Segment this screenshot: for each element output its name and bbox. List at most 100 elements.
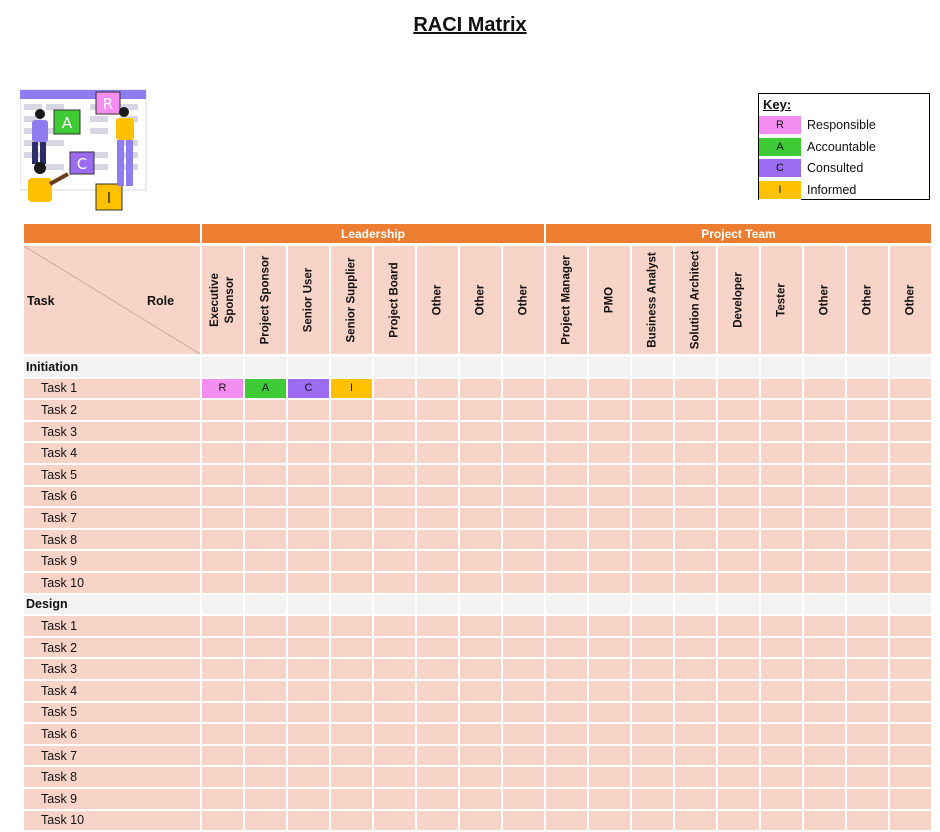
raci-cell[interactable] (804, 810, 845, 831)
raci-cell[interactable] (589, 443, 630, 463)
raci-cell[interactable] (245, 573, 286, 593)
raci-cell[interactable] (417, 486, 458, 507)
raci-cell[interactable] (331, 810, 372, 831)
raci-cell[interactable] (245, 745, 286, 766)
raci-cell[interactable] (718, 767, 759, 787)
raci-cell[interactable] (890, 529, 931, 550)
role-header-6[interactable]: Other (417, 246, 458, 354)
raci-cell[interactable] (245, 810, 286, 831)
raci-cell[interactable] (374, 637, 415, 658)
role-header-3[interactable]: Senior User (288, 246, 329, 354)
raci-cell[interactable] (718, 745, 759, 766)
raci-cell[interactable] (718, 810, 759, 831)
raci-cell[interactable] (675, 681, 716, 701)
raci-cell[interactable] (589, 378, 630, 399)
raci-cell[interactable] (503, 659, 544, 679)
raci-cell[interactable] (331, 529, 372, 550)
raci-cell[interactable] (761, 745, 802, 766)
role-header-17[interactable]: Other (890, 246, 931, 354)
raci-cell[interactable] (589, 551, 630, 571)
raci-cell[interactable] (890, 637, 931, 658)
raci-cell[interactable] (718, 378, 759, 399)
raci-cell[interactable] (417, 637, 458, 658)
raci-cell[interactable] (890, 508, 931, 528)
raci-cell[interactable] (503, 789, 544, 809)
raci-cell[interactable] (847, 616, 888, 636)
raci-cell[interactable] (503, 551, 544, 571)
raci-cell[interactable] (460, 724, 501, 744)
raci-cell[interactable] (761, 767, 802, 787)
raci-cell[interactable] (460, 529, 501, 550)
raci-cell[interactable] (331, 724, 372, 744)
raci-cell[interactable] (460, 443, 501, 463)
raci-cell[interactable] (331, 637, 372, 658)
raci-cell[interactable] (847, 486, 888, 507)
raci-cell[interactable] (245, 637, 286, 658)
raci-cell[interactable] (460, 486, 501, 507)
raci-cell[interactable] (460, 659, 501, 679)
raci-cell[interactable] (202, 486, 243, 507)
raci-cell[interactable] (890, 767, 931, 787)
raci-cell[interactable] (804, 724, 845, 744)
raci-cell[interactable] (632, 465, 673, 485)
raci-cell[interactable] (503, 767, 544, 787)
raci-cell[interactable] (675, 702, 716, 723)
raci-cell[interactable] (288, 421, 329, 442)
raci-cell[interactable] (589, 573, 630, 593)
raci-cell[interactable] (202, 529, 243, 550)
raci-cell[interactable] (503, 616, 544, 636)
raci-cell[interactable] (589, 421, 630, 442)
raci-cell[interactable] (417, 421, 458, 442)
raci-cell[interactable] (288, 637, 329, 658)
raci-cell[interactable] (374, 573, 415, 593)
raci-cell[interactable] (847, 443, 888, 463)
raci-cell[interactable] (718, 724, 759, 744)
role-header-10[interactable]: PMO (589, 246, 630, 354)
raci-cell[interactable] (890, 810, 931, 831)
raci-cell[interactable] (546, 637, 587, 658)
raci-cell[interactable] (847, 378, 888, 399)
raci-cell[interactable] (546, 400, 587, 420)
raci-cell[interactable] (675, 724, 716, 744)
raci-cell[interactable] (718, 443, 759, 463)
raci-cell[interactable] (288, 529, 329, 550)
raci-cell[interactable] (632, 400, 673, 420)
raci-cell[interactable] (589, 810, 630, 831)
raci-cell[interactable] (460, 573, 501, 593)
raci-cell[interactable] (847, 637, 888, 658)
raci-cell[interactable] (890, 443, 931, 463)
raci-cell[interactable] (245, 551, 286, 571)
raci-cell[interactable] (417, 551, 458, 571)
raci-cell[interactable] (503, 637, 544, 658)
raci-cell[interactable] (288, 443, 329, 463)
raci-cell[interactable] (331, 681, 372, 701)
raci-cell[interactable] (589, 486, 630, 507)
raci-cell[interactable] (890, 573, 931, 593)
raci-cell[interactable] (417, 529, 458, 550)
raci-cell[interactable] (202, 789, 243, 809)
raci-cell[interactable] (288, 465, 329, 485)
raci-cell[interactable] (804, 745, 845, 766)
role-header-14[interactable]: Tester (761, 246, 802, 354)
raci-cell[interactable] (417, 724, 458, 744)
raci-cell[interactable] (202, 508, 243, 528)
raci-cell[interactable] (761, 529, 802, 550)
raci-cell[interactable] (675, 465, 716, 485)
raci-cell[interactable] (847, 767, 888, 787)
raci-cell[interactable] (632, 681, 673, 701)
raci-cell[interactable] (804, 443, 845, 463)
raci-cell[interactable] (589, 745, 630, 766)
raci-cell[interactable] (417, 378, 458, 399)
role-header-8[interactable]: Other (503, 246, 544, 354)
raci-cell[interactable] (503, 810, 544, 831)
raci-cell[interactable] (503, 465, 544, 485)
raci-cell[interactable] (632, 637, 673, 658)
raci-cell[interactable] (202, 573, 243, 593)
raci-cell[interactable] (503, 724, 544, 744)
raci-cell[interactable] (589, 789, 630, 809)
raci-cell[interactable] (632, 724, 673, 744)
raci-cell[interactable] (503, 573, 544, 593)
raci-cell[interactable] (589, 637, 630, 658)
raci-cell[interactable] (589, 659, 630, 679)
raci-cell[interactable] (460, 767, 501, 787)
